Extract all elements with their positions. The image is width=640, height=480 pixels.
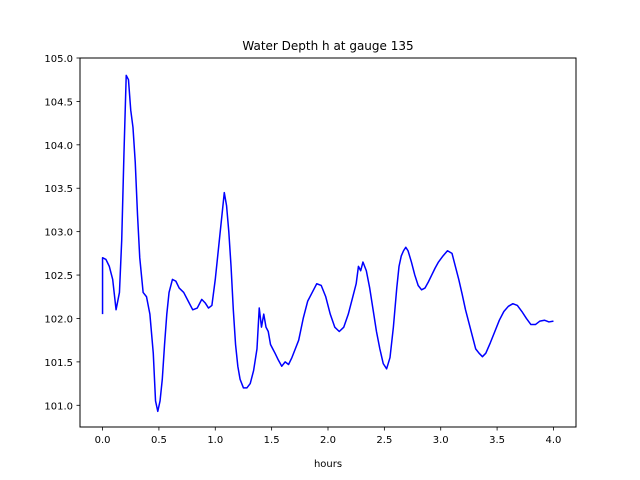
y-tick-label: 103.5 bbox=[44, 184, 73, 195]
y-tick-label: 104.0 bbox=[44, 141, 73, 152]
y-tick-label: 101.5 bbox=[44, 358, 73, 369]
x-tick-label: 1.0 bbox=[207, 435, 223, 446]
series-line-0 bbox=[101, 74, 554, 413]
y-tick-label: 105.0 bbox=[44, 54, 73, 65]
x-tick-label: 4.0 bbox=[546, 435, 562, 446]
x-tick-label: 3.0 bbox=[433, 435, 449, 446]
x-tick-label: 2.5 bbox=[376, 435, 392, 446]
y-tick-label: 102.0 bbox=[44, 314, 73, 325]
x-tick-label: 3.5 bbox=[489, 435, 505, 446]
x-axis-label: hours bbox=[314, 459, 342, 470]
y-tick-label: 102.5 bbox=[44, 271, 73, 282]
x-tick-label: 0.5 bbox=[151, 435, 167, 446]
y-tick-label: 104.5 bbox=[44, 97, 73, 108]
x-axis: 0.0 0.5 1.0 1.5 2.0 2.5 3.0 3.5 4.0 bbox=[95, 427, 562, 446]
y-axis: 101.0 101.5 102.0 102.5 103.0 103.5 104.0 104.5… bbox=[44, 54, 80, 412]
plot-area bbox=[101, 74, 554, 413]
chart-title: Water Depth h at gauge 135 bbox=[242, 39, 413, 53]
y-tick-label: 101.0 bbox=[44, 401, 73, 412]
x-tick-label: 2.0 bbox=[320, 435, 336, 446]
x-tick-label: 1.5 bbox=[264, 435, 280, 446]
y-tick-label: 103.0 bbox=[44, 228, 73, 239]
x-tick-label: 0.0 bbox=[95, 435, 111, 446]
plot-frame bbox=[79, 57, 577, 428]
